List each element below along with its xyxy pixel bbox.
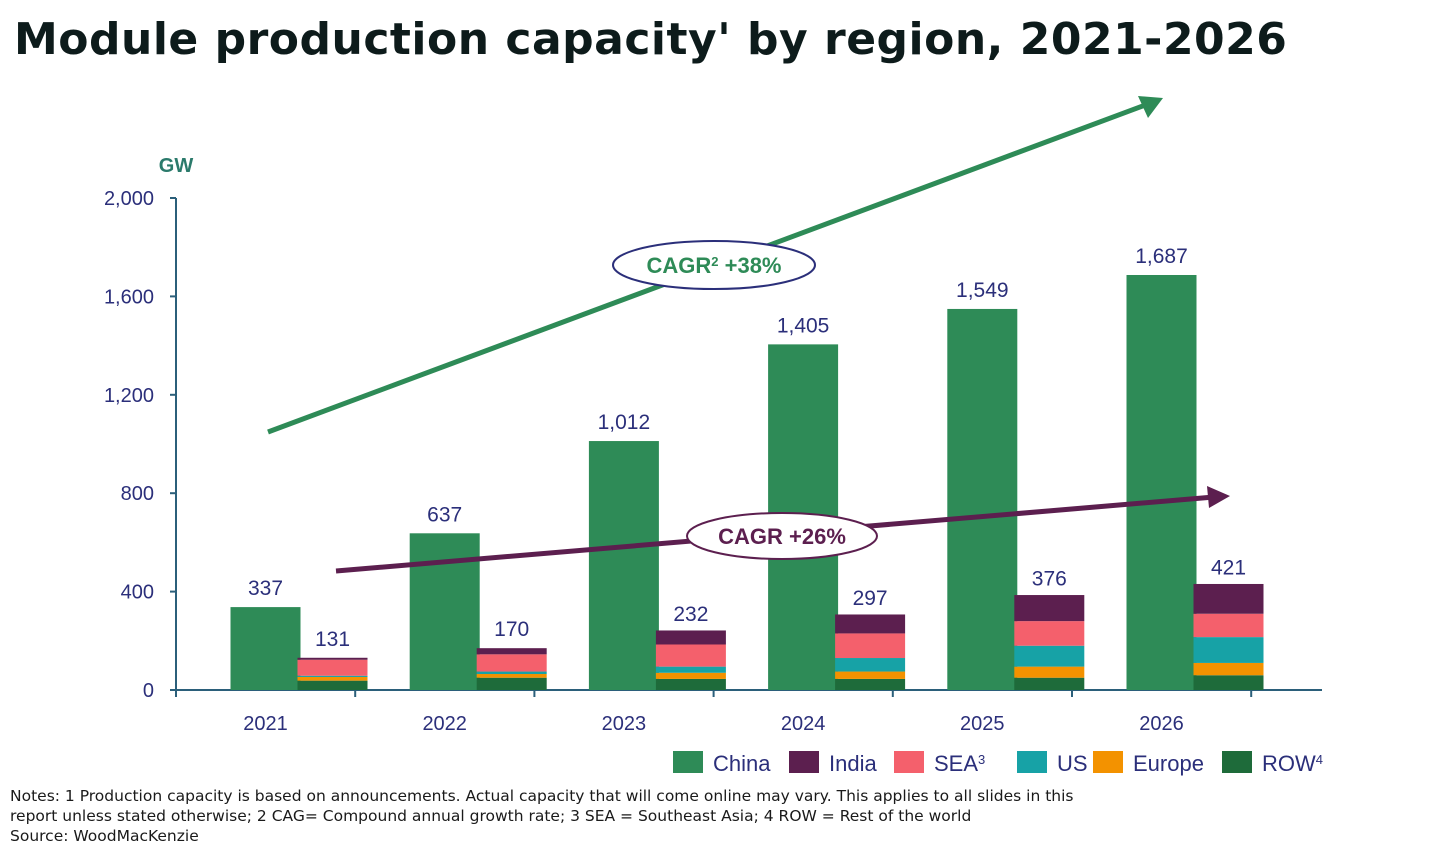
stack-segment-sea xyxy=(1014,621,1085,646)
legend-swatch-row xyxy=(1222,751,1252,773)
others-total-label: 376 xyxy=(1032,568,1067,591)
y-tick-label: 0 xyxy=(143,680,154,702)
stack-segment-europe xyxy=(476,674,547,678)
stack-segment-us xyxy=(1014,645,1085,667)
china-value-label: 1,405 xyxy=(777,314,830,337)
others-total-label: 421 xyxy=(1211,556,1246,579)
legend-swatch-us xyxy=(1017,751,1047,773)
stack-segment-india xyxy=(655,630,726,645)
x-tick-label: 2026 xyxy=(1139,713,1184,735)
legend-swatch-india xyxy=(789,751,819,773)
legend-swatch-china xyxy=(673,751,703,773)
china-bar xyxy=(230,607,301,690)
stack-segment-india xyxy=(297,657,368,660)
china-value-label: 1,549 xyxy=(956,279,1009,302)
y-tick-label: 400 xyxy=(121,582,154,604)
stack-segment-sea xyxy=(297,659,368,676)
stack-segment-sea xyxy=(835,633,906,659)
notes-line-1: Notes: 1 Production capacity is based on… xyxy=(10,787,1074,805)
stack-segment-india xyxy=(1193,583,1264,614)
stack-segment-us xyxy=(655,666,726,673)
legend-label-india: India xyxy=(829,751,877,776)
legend-label-sea: SEA3 xyxy=(934,751,985,776)
stack-segment-row xyxy=(476,677,547,690)
footnotes: Notes: 1 Production capacity is based on… xyxy=(10,786,1073,846)
stack-segment-europe xyxy=(1193,662,1264,676)
china-bar xyxy=(1126,274,1197,690)
china-bar xyxy=(588,441,659,690)
y-tick-label: 1,600 xyxy=(104,286,154,308)
stack-segment-row xyxy=(297,680,368,690)
page-title: Module production capacity' by region, 2… xyxy=(14,14,1288,65)
production-capacity-chart: GW 0 400 800 1,200 1,600 2,000 2021 2022 2023 202… xyxy=(104,96,1323,776)
china-value-label: 337 xyxy=(248,577,283,600)
legend-label-row: ROW4 xyxy=(1262,751,1323,776)
y-tick-label: 2,000 xyxy=(104,188,154,210)
stack-segment-europe xyxy=(297,676,368,681)
x-tick-label: 2024 xyxy=(781,713,826,735)
legend-label-europe: Europe xyxy=(1133,751,1204,776)
others-total-label: 232 xyxy=(673,603,708,626)
cagr-ellipse-green xyxy=(612,240,816,290)
stack-segment-india xyxy=(835,614,906,634)
stack-segment-india xyxy=(1014,595,1085,622)
stack-segment-row xyxy=(1014,677,1085,690)
x-tick-label: 2022 xyxy=(422,713,467,735)
legend-swatch-europe xyxy=(1093,751,1123,773)
stack-segment-us xyxy=(1193,637,1264,663)
cagr-arrowhead-purple xyxy=(1207,486,1230,508)
stack-segment-sea xyxy=(1193,613,1264,638)
stack-segment-row xyxy=(835,678,906,690)
stack-segment-sea xyxy=(476,654,547,672)
others-total-label: 297 xyxy=(853,587,888,610)
stack-segment-us xyxy=(297,675,368,677)
stack-segment-india xyxy=(476,648,547,655)
stack-segment-row xyxy=(655,678,726,690)
y-tick-label: 1,200 xyxy=(104,385,154,407)
stack-segment-europe xyxy=(835,671,906,679)
others-total-label: 131 xyxy=(315,628,350,651)
china-bar xyxy=(409,533,480,690)
cagr-label-purple: CAGR +26% xyxy=(718,524,846,549)
stack-segment-us xyxy=(835,658,906,672)
y-tick-label: 800 xyxy=(121,483,154,505)
cagr-ellipse-purple xyxy=(686,512,878,560)
notes-line-2: report unless stated otherwise; 2 CAG= C… xyxy=(10,807,972,825)
legend-label-china: China xyxy=(713,751,771,776)
x-tick-label: 2023 xyxy=(602,713,647,735)
source-line: Source: WoodMacKenzie xyxy=(10,827,199,845)
china-value-label: 637 xyxy=(427,503,462,526)
others-total-label: 170 xyxy=(494,618,529,641)
x-tick-label: 2021 xyxy=(243,713,288,735)
stack-segment-europe xyxy=(1014,666,1085,678)
stack-segment-us xyxy=(476,671,547,675)
y-axis-label: GW xyxy=(159,155,194,177)
stack-segment-sea xyxy=(655,644,726,667)
cagr-arrowhead-green xyxy=(1138,96,1163,118)
legend-swatch-sea xyxy=(894,751,924,773)
stack-segment-row xyxy=(1193,675,1264,690)
china-value-label: 1,012 xyxy=(598,411,651,434)
x-tick-label: 2025 xyxy=(960,713,1005,735)
legend-label-us: US xyxy=(1057,751,1088,776)
china-value-label: 1,687 xyxy=(1135,245,1188,268)
china-bar xyxy=(947,308,1018,690)
cagr-label-green: CAGR2 +38% xyxy=(646,253,781,278)
stack-segment-europe xyxy=(655,672,726,679)
